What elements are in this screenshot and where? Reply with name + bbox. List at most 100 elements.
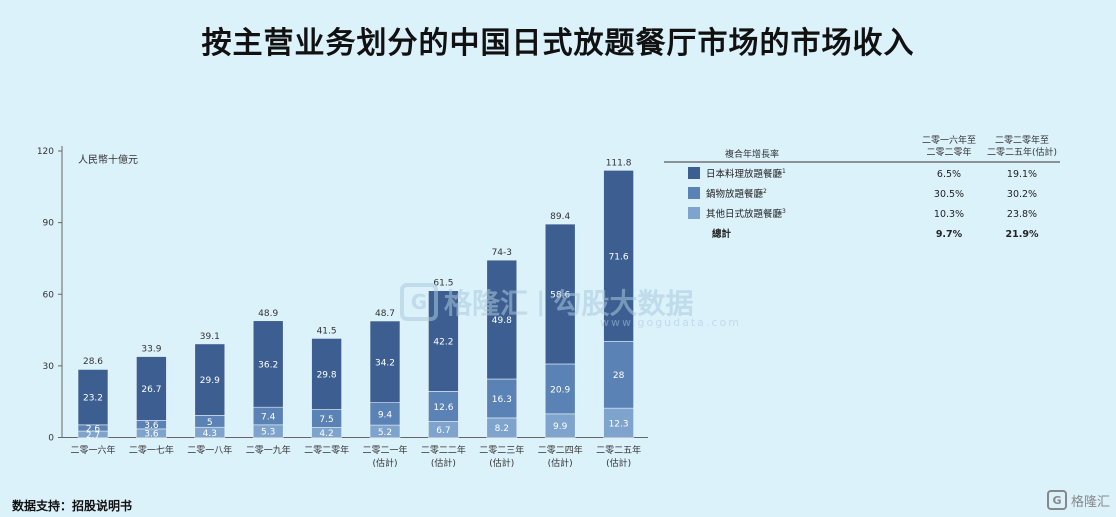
x-tick-label: (估計) <box>489 457 514 469</box>
x-tick-label: 二零二三年 <box>479 444 524 456</box>
bar-value-label: 5.2 <box>378 428 392 438</box>
bar-value-label: 49.8 <box>492 316 512 326</box>
bar-value-label: 58.6 <box>550 291 570 301</box>
legend-col2-header: 二零二五年(估計) <box>987 146 1057 158</box>
legend-cagr-col1: 10.3% <box>934 209 964 220</box>
legend-superscript: 3 <box>782 208 786 215</box>
y-axis-unit-label: 人民幣十億元 <box>78 153 138 166</box>
bar-segment <box>603 407 634 438</box>
bar-total-label: 48.7 <box>375 309 395 319</box>
bar-segment <box>369 320 401 403</box>
bar-value-label: 36.2 <box>258 360 278 370</box>
legend-superscript: 2 <box>763 188 767 195</box>
data-source-note: 数据支持：招股说明书 <box>12 499 133 513</box>
x-tick-label: (估計) <box>606 457 631 469</box>
legend-cagr-col1: 30.5% <box>934 189 964 200</box>
x-tick-label: 二零一七年 <box>129 444 174 456</box>
bar-total-label: 111.8 <box>606 159 632 169</box>
footer-logo: G 格隆汇 <box>1046 490 1110 510</box>
bar-segment <box>544 363 576 415</box>
legend-row-label: 鍋物放題餐廳2 <box>706 188 767 200</box>
logo-text: 格隆汇 <box>1070 494 1110 510</box>
bar-value-label: 3.6 <box>144 421 159 431</box>
bar-value-label: 29.8 <box>317 370 337 380</box>
bar-segment <box>486 259 518 380</box>
x-tick-label: 二零二四年 <box>538 444 583 456</box>
bar-segment <box>544 223 576 365</box>
bar-total-label: 48.9 <box>258 309 278 319</box>
x-tick-label: 二零二一年 <box>362 444 407 456</box>
bar-value-label: 42.2 <box>433 338 453 348</box>
x-tick-label: 二零一九年 <box>246 444 291 456</box>
bar-segment <box>428 391 459 422</box>
legend-cagr-col2: 23.8% <box>1007 209 1037 220</box>
bar-total-label: 41.5 <box>317 326 337 336</box>
bar-value-label: 4.2 <box>319 429 333 439</box>
legend-row-label: 其他日式放題餐廳3 <box>706 208 786 220</box>
bar-value-label: 5.3 <box>261 428 275 438</box>
bar-segment <box>603 170 634 342</box>
x-tick-label: 二零一八年 <box>187 444 232 456</box>
x-tick-label: (估計) <box>548 457 573 469</box>
x-tick-label: 二零二五年 <box>596 444 641 456</box>
legend-cagr-col2: 30.2% <box>1007 189 1037 200</box>
legend-cagr-col2: 19.1% <box>1007 169 1037 180</box>
bar-total-label: 28.6 <box>83 357 103 367</box>
legend-cagr-col2: 21.9% <box>1006 229 1039 240</box>
legend-col1-header: 二零二零年 <box>926 146 971 158</box>
bar-value-label: 71.6 <box>609 252 629 262</box>
bar-total-label: 39.1 <box>200 332 220 342</box>
bar-segment <box>428 290 459 392</box>
bar-total-label: 61.5 <box>433 279 453 289</box>
legend-row-label: 日本料理放題餐廳1 <box>706 168 786 180</box>
chart-title: 按主营业务划分的中国日式放题餐厅市场的市场收入 <box>201 26 915 61</box>
bar-value-label: 7.5 <box>319 415 333 425</box>
bar-segment <box>486 378 518 419</box>
logo-icon: G <box>1046 490 1067 510</box>
bar-segment <box>252 320 284 408</box>
bar-value-label: 8.2 <box>495 424 509 434</box>
x-tick-label: 二零二二年 <box>421 444 466 456</box>
bar-value-label: 2.6 <box>86 424 101 434</box>
bar-value-label: 16.3 <box>492 395 512 405</box>
bar-segment <box>194 343 226 416</box>
bar-value-label: 6.7 <box>436 426 450 436</box>
y-tick-label: 120 <box>37 147 54 157</box>
bar-value-label: 28 <box>613 371 625 381</box>
legend-swatch <box>688 187 700 199</box>
y-tick-label: 60 <box>43 290 55 300</box>
bar-segment <box>603 340 634 409</box>
bar-value-label: 2.7 <box>86 431 100 441</box>
bar-value-label: 12.6 <box>433 403 453 413</box>
bar-value-label: 34.2 <box>375 358 395 368</box>
bar-value-label: 20.9 <box>550 385 570 395</box>
x-tick-label: (估計) <box>372 457 397 469</box>
bar-value-label: 29.9 <box>200 376 220 386</box>
bar-value-label: 3.6 <box>144 430 159 440</box>
y-tick-label: 90 <box>43 219 55 229</box>
bar-segment <box>311 338 342 410</box>
bar-value-label: 9.9 <box>553 422 568 432</box>
legend-cagr-col1: 6.5% <box>937 169 961 180</box>
legend-col1-header: 二零一六年至 <box>922 134 976 146</box>
bar-value-label: 4.3 <box>203 429 217 439</box>
x-tick-label: (估計) <box>431 457 456 469</box>
bar-value-label: 26.7 <box>141 385 161 395</box>
legend-col2-header: 二零二零年至 <box>995 134 1049 146</box>
legend-swatch <box>688 207 700 219</box>
x-tick-label: 二零一六年 <box>70 444 115 456</box>
bar-segment <box>136 356 167 421</box>
bar-value-label: 7.4 <box>261 413 276 423</box>
bar-value-label: 9.4 <box>378 410 393 420</box>
legend-header: 複合年增長率 <box>725 148 779 160</box>
x-tick-label: 二零二零年 <box>304 444 349 456</box>
y-tick-label: 30 <box>43 362 55 372</box>
legend-swatch <box>688 167 700 179</box>
bar-total-label: 33.9 <box>141 345 161 355</box>
legend-cagr-col1: 9.7% <box>936 229 963 240</box>
bar-value-label: 23.2 <box>83 394 103 404</box>
bar-segment <box>77 369 109 426</box>
y-tick-label: 0 <box>48 434 54 444</box>
legend-row-label: 總計 <box>712 228 732 240</box>
